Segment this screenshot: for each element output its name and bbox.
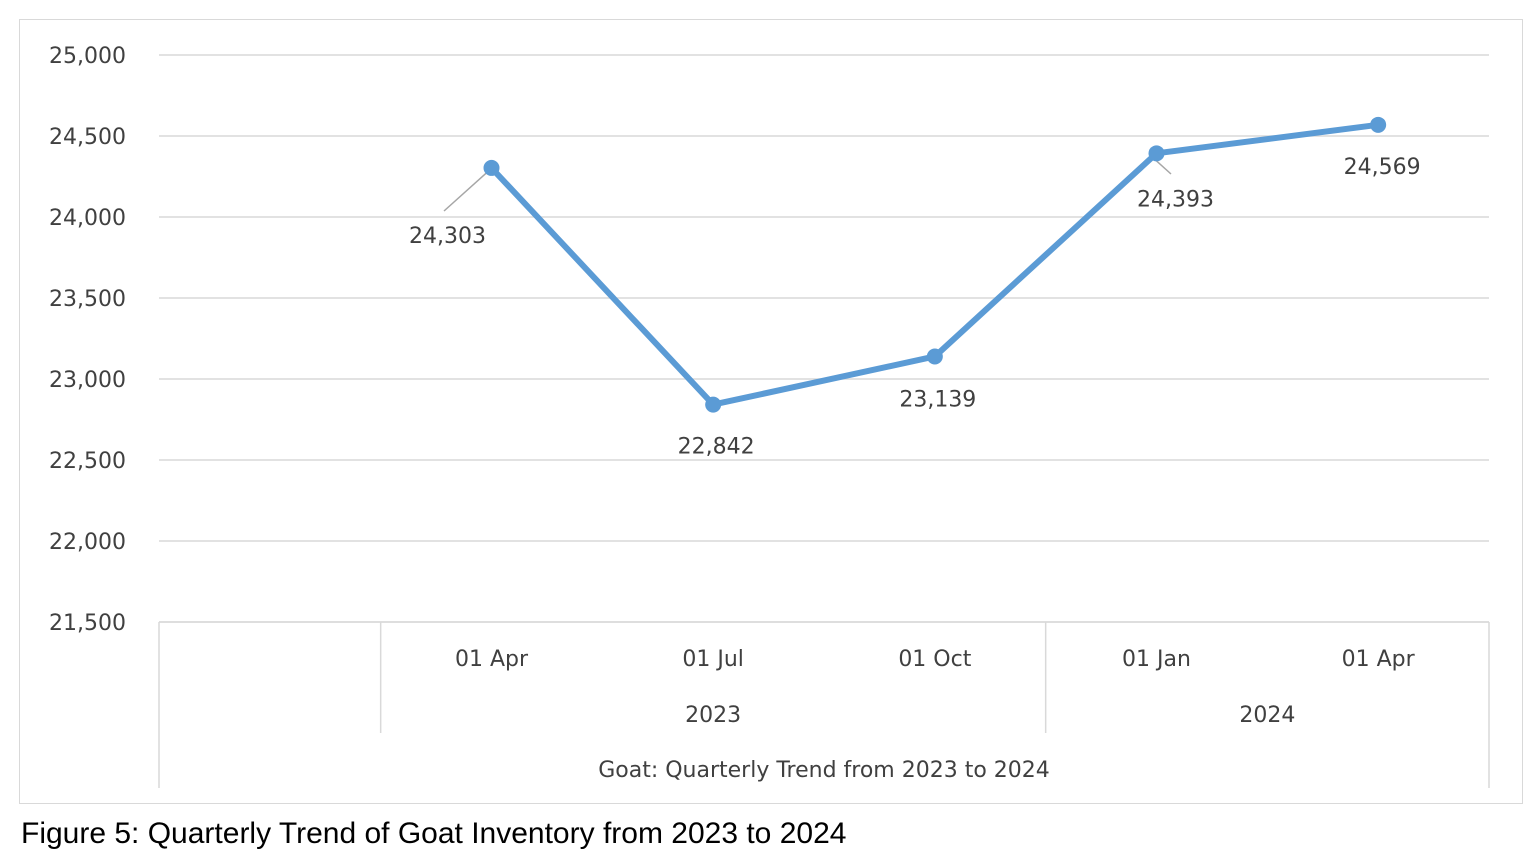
data-points (483, 116, 1387, 413)
year-group-label: 2024 (1239, 703, 1295, 728)
y-axis-tick-labels: 21,500 22,000 22,500 23,000 23,500 24,000 24,5… (49, 44, 126, 636)
chart-area (19, 19, 1523, 804)
gridlines (159, 54, 1489, 623)
y-tick-label: 24,500 (49, 125, 126, 150)
x-tick-label: 01 Apr (455, 647, 529, 672)
x-axis-tick-labels: 01 Apr 01 Jul 01 Oct 01 Jan 01 Apr (455, 647, 1416, 672)
y-tick-label: 22,000 (49, 530, 126, 555)
x-tick-label: 01 Jul (682, 647, 744, 672)
y-tick-label: 25,000 (49, 44, 126, 69)
x-axis-title: Goat: Quarterly Trend from 2023 to 2024 (598, 758, 1050, 783)
axes (158, 621, 1490, 788)
figure-caption: Figure 5: Quarterly Trend of Goat Invent… (21, 817, 847, 850)
y-tick-label: 23,500 (49, 287, 126, 312)
data-labels: 24,303 22,842 23,139 24,393 24,569 (409, 155, 1421, 460)
data-label: 23,139 (899, 387, 976, 412)
data-point (1148, 145, 1165, 162)
x-axis-group-labels: 2023 2024 (685, 703, 1295, 728)
y-tick-label: 23,000 (49, 368, 126, 393)
data-point (1370, 116, 1387, 133)
x-tick-label: 01 Oct (898, 647, 971, 672)
y-tick-label: 22,500 (49, 449, 126, 474)
x-tick-label: 01 Apr (1342, 647, 1416, 672)
data-point (705, 396, 722, 413)
leader-line (443, 171, 489, 212)
data-label: 24,393 (1137, 187, 1214, 212)
data-point (926, 348, 943, 365)
data-label-leader-lines (443, 156, 1172, 212)
data-label: 24,569 (1344, 155, 1421, 180)
data-label: 24,303 (409, 224, 486, 249)
data-point (483, 159, 500, 176)
year-group-label: 2023 (685, 703, 741, 728)
data-label: 22,842 (678, 435, 755, 460)
y-tick-label: 24,000 (49, 206, 126, 231)
x-tick-label: 01 Jan (1122, 647, 1191, 672)
y-tick-label: 21,500 (49, 611, 126, 636)
